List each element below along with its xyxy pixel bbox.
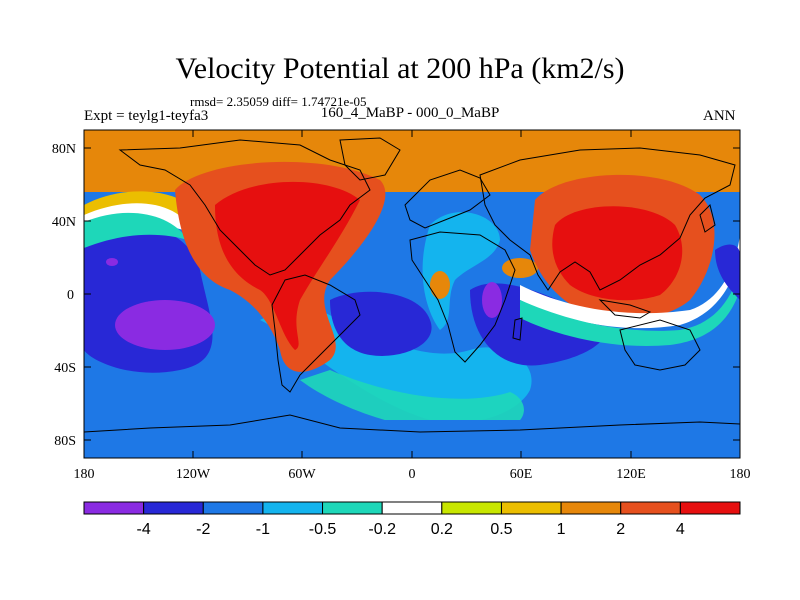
colorbar-swatch — [262, 501, 324, 515]
y-tick-label: 0 — [67, 288, 74, 303]
colorbar-swatch — [500, 501, 562, 515]
colorbar-label: 1 — [557, 521, 566, 538]
continent-outlines — [84, 137, 740, 433]
colorbar-swatch — [322, 501, 383, 515]
x-tick-label: 60W — [288, 467, 316, 482]
colorbar-swatch — [620, 501, 681, 515]
colorbar-label: 0.2 — [431, 521, 453, 538]
y-tick-label: 80S — [54, 434, 76, 449]
colorbar-label: -4 — [137, 521, 151, 538]
x-tick-label: 180 — [730, 467, 751, 482]
y-tick-label: 40S — [54, 361, 76, 376]
case-label: 160_4_MaBP - 000_0_MaBP — [320, 105, 500, 121]
experiment-label: Expt = teylg1-teyfa3 — [84, 108, 209, 124]
axis-ticks — [83, 130, 741, 458]
y-tick-label: 80N — [52, 142, 76, 157]
colorbar-label: -0.2 — [368, 521, 396, 538]
season-label: ANN — [703, 108, 736, 124]
colorbar-label: 4 — [676, 521, 685, 538]
plot-title: Velocity Potential at 200 hPa (km2/s) — [175, 52, 625, 85]
colorbar-label: -2 — [196, 521, 210, 538]
x-tick-label: 120W — [176, 467, 211, 482]
x-tick-label: 0 — [409, 467, 416, 482]
colorbar: -4 -2 -1 -0.5 -0.2 0.2 0.5 1 2 4 — [83, 501, 741, 538]
colorbar-swatch — [202, 501, 264, 515]
colorbar-swatch — [441, 501, 502, 515]
colorbar-label: 0.5 — [490, 521, 512, 538]
colorbar-label: -0.5 — [309, 521, 337, 538]
rmsd-line: rmsd= 2.35059 diff= 1.74721e-05 — [190, 94, 367, 109]
colorbar-swatch — [381, 501, 443, 515]
colorbar-label: -1 — [256, 521, 270, 538]
x-tick-label: 120E — [616, 467, 646, 482]
colorbar-label: 2 — [616, 521, 625, 538]
x-tick-label: 60E — [510, 467, 533, 482]
velocity-potential-field — [84, 130, 740, 458]
y-tick-label: 40N — [52, 215, 76, 230]
colorbar-swatch — [560, 501, 622, 515]
x-tick-label: 180 — [74, 467, 95, 482]
colorbar-swatch — [679, 501, 741, 515]
colorbar-swatch — [83, 501, 145, 515]
colorbar-swatch — [143, 501, 204, 515]
